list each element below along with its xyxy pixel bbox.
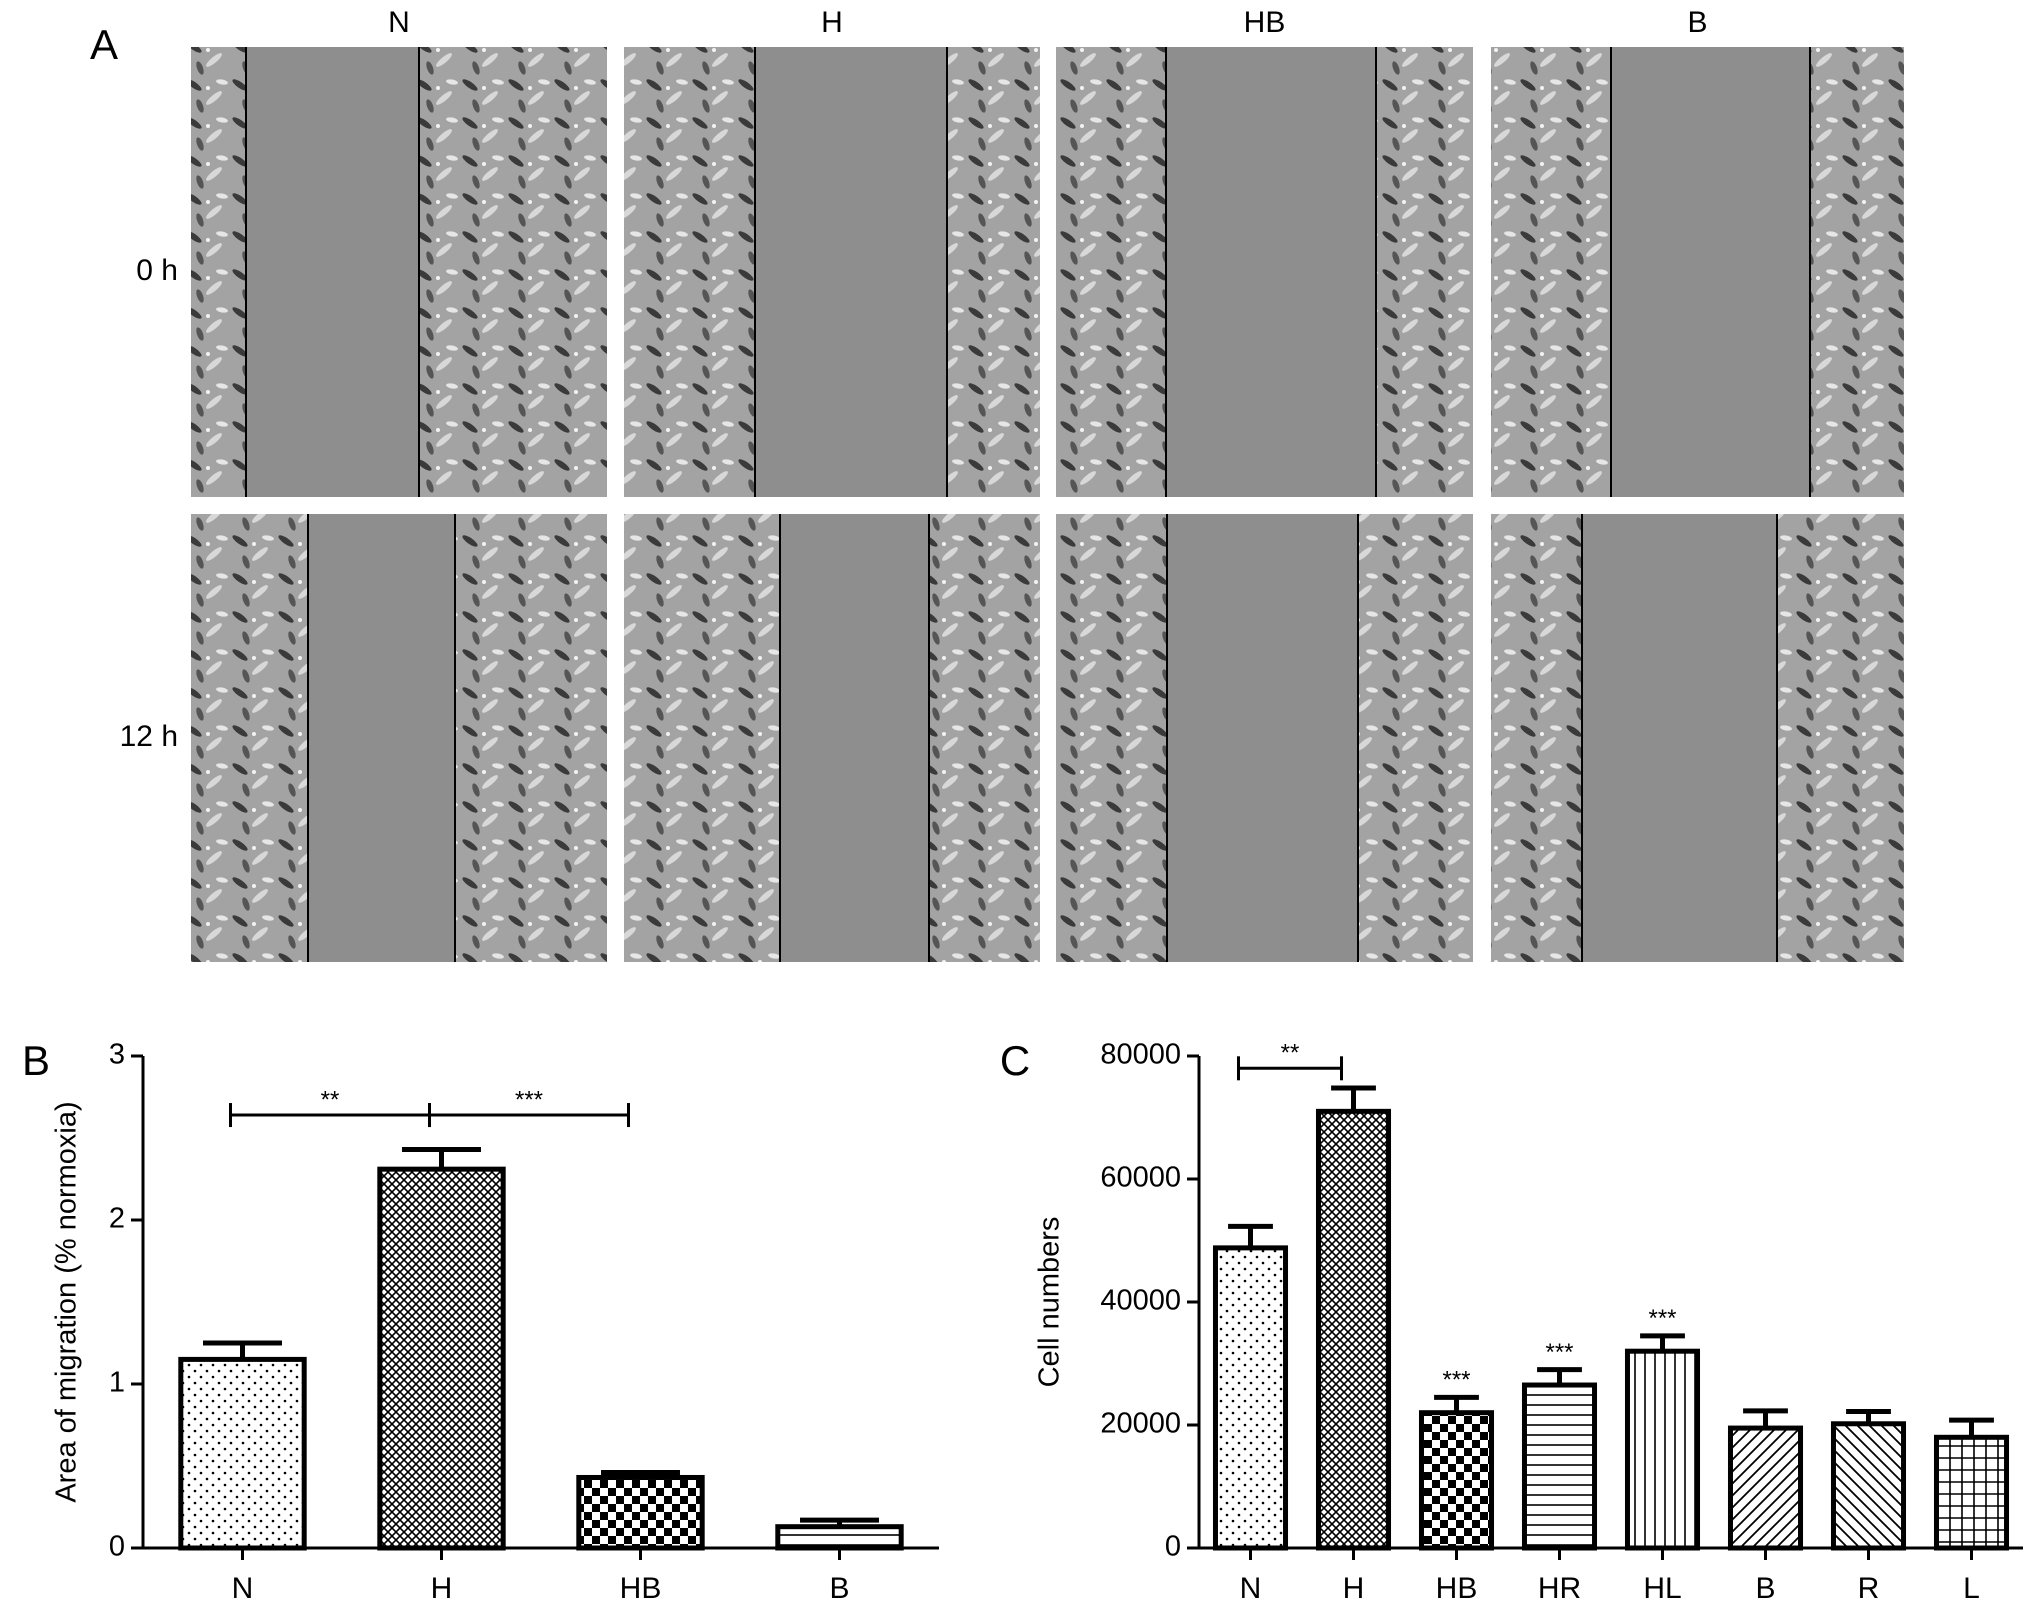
cell-region (1056, 47, 1166, 497)
x-tick-label: N (1240, 1572, 1262, 1605)
bar (178, 1356, 307, 1551)
x-tick-label: R (1858, 1572, 1880, 1605)
cell-region (1491, 514, 1582, 962)
cell-region (455, 514, 607, 962)
cell-region (191, 514, 308, 962)
x-tick-label: HL (1643, 1572, 1681, 1605)
significance-label: ** (1281, 1040, 1300, 1067)
significance-label: *** (1648, 1305, 1676, 1332)
bar (1418, 1410, 1495, 1551)
row-label: 0 h (136, 254, 178, 287)
bar (576, 1474, 705, 1551)
y-tick-label: 1 (109, 1367, 125, 1399)
y-axis-label: Cell numbers (1034, 1217, 1066, 1388)
column-label: H (821, 6, 843, 39)
bar (1830, 1421, 1907, 1551)
column-label: N (388, 6, 410, 39)
panel-label: B (22, 1037, 50, 1084)
significance-label: *** (1442, 1367, 1470, 1394)
significance-label: *** (515, 1086, 543, 1113)
panel-label: A (90, 21, 118, 68)
y-tick-label: 80000 (1100, 1039, 1181, 1071)
bar (1212, 1245, 1289, 1551)
bar (1933, 1434, 2010, 1551)
y-tick-label: 20000 (1100, 1408, 1181, 1440)
cell-region (1810, 47, 1904, 497)
x-tick-label: B (829, 1572, 849, 1605)
cell-region (191, 47, 246, 497)
cell-region (947, 47, 1040, 497)
x-tick-label: L (1963, 1572, 1980, 1605)
bar (1727, 1425, 1804, 1551)
row-label: 12 h (120, 720, 178, 753)
cell-region (1056, 514, 1167, 962)
significance-label: *** (1545, 1339, 1573, 1366)
x-tick-label: H (1343, 1572, 1365, 1605)
y-tick-label: 40000 (1100, 1285, 1181, 1317)
column-label: B (1687, 6, 1707, 39)
panel-label: C (1000, 1037, 1030, 1084)
column-label: HB (1244, 6, 1286, 39)
cell-region (1376, 47, 1473, 497)
x-tick-label: HB (620, 1572, 662, 1605)
cell-region (929, 514, 1040, 962)
y-tick-label: 0 (1165, 1531, 1181, 1563)
x-tick-label: H (431, 1572, 453, 1605)
cell-region (1491, 47, 1611, 497)
bar (1315, 1108, 1392, 1551)
bar (1521, 1382, 1598, 1551)
y-tick-label: 0 (109, 1531, 125, 1563)
y-tick-label: 3 (109, 1039, 125, 1071)
x-tick-label: N (232, 1572, 254, 1605)
bar (1624, 1348, 1701, 1551)
cell-region (1358, 514, 1473, 962)
y-tick-label: 2 (109, 1203, 125, 1235)
x-tick-label: B (1755, 1572, 1775, 1605)
bar (377, 1166, 506, 1551)
cell-region (624, 514, 780, 962)
x-tick-label: HB (1436, 1572, 1478, 1605)
y-axis-label: Area of migration (% normoxia) (51, 1101, 83, 1502)
x-tick-label: HR (1538, 1572, 1581, 1605)
cell-region (419, 47, 607, 497)
cell-region (624, 47, 755, 497)
significance-label: ** (321, 1086, 340, 1113)
y-tick-label: 60000 (1100, 1162, 1181, 1194)
cell-region (1777, 514, 1904, 962)
bar (775, 1524, 904, 1551)
